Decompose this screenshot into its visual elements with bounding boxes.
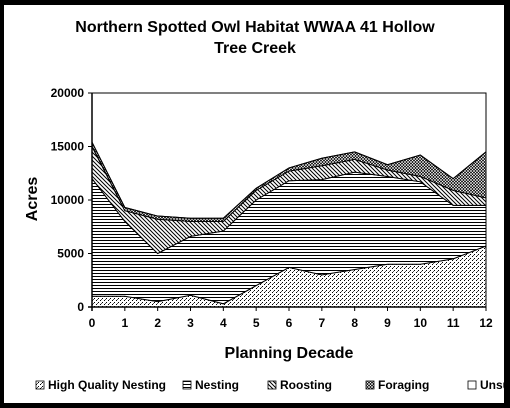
y-tick-labels: 0 5000 10000 15000 20000 [51, 86, 85, 314]
x-tick-label: 4 [220, 316, 227, 330]
x-tick-label: 9 [384, 316, 391, 330]
legend: High Quality Nesting Nesting Roosting Forag… [35, 378, 510, 392]
x-tick-label: 12 [479, 316, 493, 330]
x-tick-label: 5 [253, 316, 260, 330]
legend-label: Foraging [378, 378, 429, 392]
legend-swatch [365, 380, 375, 390]
legend-label: High Quality Nesting [48, 378, 166, 392]
x-tick-label: 8 [351, 316, 358, 330]
y-tick-label: 10000 [51, 193, 85, 207]
y-tick-label: 15000 [51, 140, 85, 154]
y-tick-label: 5000 [57, 247, 84, 261]
legend-swatch [182, 380, 192, 390]
x-tick-label: 10 [414, 316, 428, 330]
chart-title-line-2: Tree Creek [214, 40, 296, 57]
legend-label: Unsuitable [480, 378, 510, 392]
legend-label: Nesting [195, 378, 239, 392]
legend-swatch [467, 380, 477, 390]
x-tick-label: 7 [318, 316, 325, 330]
x-tick-label: 3 [187, 316, 194, 330]
plot-areas [91, 93, 487, 308]
x-tick-label: 6 [286, 316, 293, 330]
axes [88, 92, 487, 311]
x-tick-label: 1 [121, 316, 128, 330]
x-axis-label: Planning Decade [225, 345, 354, 362]
x-tick-label: 11 [447, 316, 460, 330]
x-tick-labels: 0 1 2 3 4 5 6 7 8 9 10 11 12 [89, 316, 493, 330]
y-axis-label: Acres [24, 177, 41, 222]
x-tick-label: 0 [89, 316, 96, 330]
y-tick-label: 0 [77, 300, 84, 314]
legend-label: Roosting [280, 378, 332, 392]
y-tick-label: 20000 [51, 86, 85, 100]
x-tick-label: 2 [154, 316, 161, 330]
legend-swatch [267, 380, 277, 390]
legend-swatch [35, 380, 45, 390]
chart-title-line-1: Northern Spotted Owl Habitat WWAA 41 Hol… [75, 19, 435, 36]
